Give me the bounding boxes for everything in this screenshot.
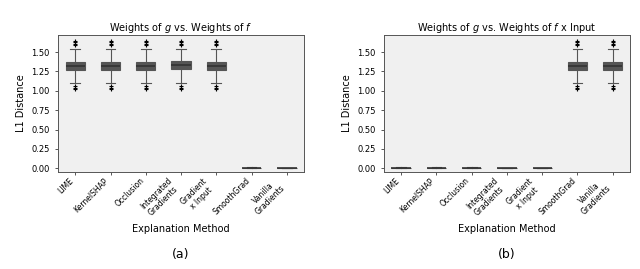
Y-axis label: L1 Distance: L1 Distance xyxy=(16,75,26,132)
Title: Weights of $g$ vs. Weights of $f$ x Input: Weights of $g$ vs. Weights of $f$ x Inpu… xyxy=(417,21,596,35)
PathPatch shape xyxy=(136,62,156,70)
X-axis label: Explanation Method: Explanation Method xyxy=(132,224,230,234)
PathPatch shape xyxy=(568,62,587,70)
PathPatch shape xyxy=(603,62,623,70)
PathPatch shape xyxy=(65,62,85,70)
PathPatch shape xyxy=(207,62,226,70)
PathPatch shape xyxy=(101,62,120,70)
Y-axis label: L1 Distance: L1 Distance xyxy=(342,75,352,132)
PathPatch shape xyxy=(172,61,191,69)
X-axis label: Explanation Method: Explanation Method xyxy=(458,224,556,234)
Text: (a): (a) xyxy=(172,247,190,261)
Text: (b): (b) xyxy=(498,247,516,261)
Title: Weights of $g$ vs. Weights of $f$: Weights of $g$ vs. Weights of $f$ xyxy=(109,21,253,35)
